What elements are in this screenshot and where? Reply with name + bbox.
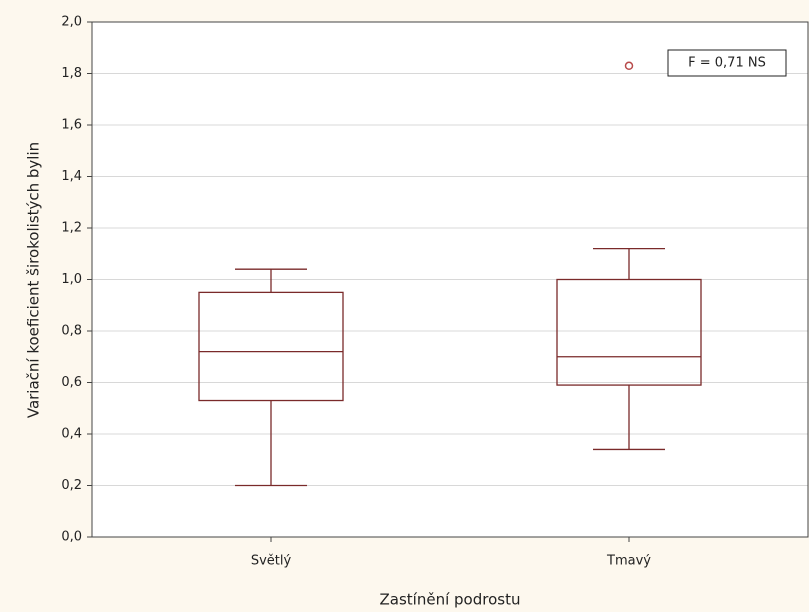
y-axis-title: Variační koeficient širokolistých bylin <box>25 142 43 418</box>
y-tick-label: 1,2 <box>61 221 82 236</box>
box <box>556 278 702 386</box>
annotation: F = 0,71 NS <box>688 56 766 71</box>
x-axis-title: Zastínění podrostu <box>380 591 521 609</box>
y-tick-label: 1,6 <box>61 118 82 133</box>
y-tick-label: 1,0 <box>61 272 82 287</box>
y-tick-label: 0,4 <box>61 427 82 442</box>
plot-frame <box>91 21 809 538</box>
x-tick-label: Tmavý <box>606 554 651 569</box>
annotation-box <box>667 49 787 77</box>
x-tick-label: Světlý <box>251 554 292 569</box>
box <box>198 291 344 402</box>
y-tick-label: 0,6 <box>61 375 82 390</box>
outlier <box>624 61 634 71</box>
y-tick-label: 2,0 <box>61 15 82 30</box>
y-tick-label: 0,2 <box>61 478 82 493</box>
y-tick-label: 0,0 <box>61 530 82 545</box>
y-tick-label: 1,4 <box>61 169 82 184</box>
y-tick-label: 0,8 <box>61 324 82 339</box>
y-tick-label: 1,8 <box>61 66 82 81</box>
